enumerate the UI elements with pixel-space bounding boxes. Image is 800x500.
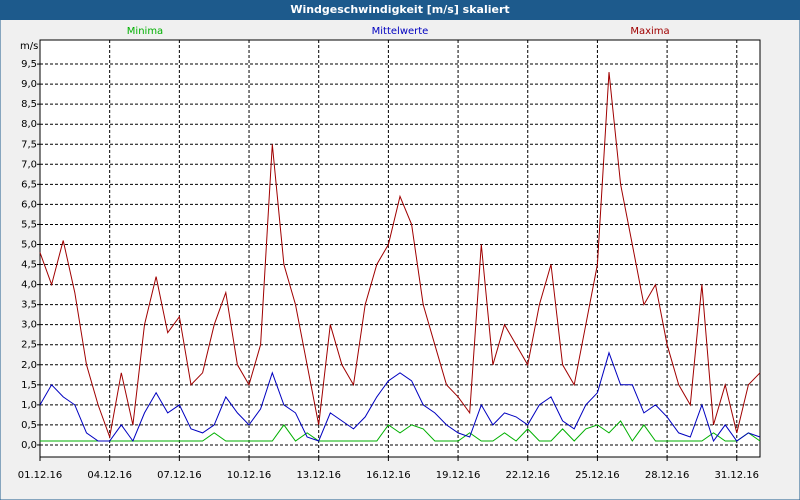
y-tick-label: 4,0 (21, 280, 37, 291)
y-tick-label: 0,0 (21, 440, 37, 451)
x-tick-label: 16.12.16 (366, 470, 411, 481)
y-tick-label: 6,0 (21, 199, 37, 210)
data-line (39, 351, 761, 443)
x-tick-label: 07.12.16 (157, 470, 202, 481)
y-tick-label: 3,0 (21, 320, 37, 331)
y-tick-label: 7,5 (21, 139, 37, 150)
x-tick-label: 22.12.16 (505, 470, 550, 481)
legend-label: Mittelwerte (372, 26, 429, 37)
x-tick-label: 13.12.16 (296, 470, 341, 481)
chart-title: Windgeschwindigkeit [m/s] skaliert (290, 3, 509, 16)
y-tick-label: 8,5 (21, 99, 37, 110)
legend-label: Maxima (630, 26, 669, 37)
x-tick-label: 28.12.16 (645, 470, 690, 481)
y-tick-label: 5,0 (21, 239, 37, 250)
plot-area (39, 39, 761, 458)
x-tick-label: 25.12.16 (575, 470, 620, 481)
x-tick-label: 04.12.16 (87, 470, 132, 481)
y-tick-label: 8,0 (21, 119, 37, 130)
legend-label: Minima (127, 26, 163, 37)
y-tick-label: 1,5 (21, 380, 37, 391)
y-tick-label: 4,5 (21, 260, 37, 271)
y-tick-label: 9,0 (21, 79, 37, 90)
x-tick-label: 10.12.16 (227, 470, 272, 481)
y-tick-label: 3,5 (21, 300, 37, 311)
data-line (40, 420, 761, 442)
x-tick-label: 01.12.16 (18, 470, 63, 481)
y-tick-label: 2,5 (21, 340, 37, 351)
y-axis-label: m/s (20, 41, 38, 52)
title-bar (0, 0, 800, 20)
y-tick-label: 1,0 (21, 400, 37, 411)
y-tick-label: 5,5 (21, 219, 37, 230)
data-line (39, 72, 761, 439)
y-tick-label: 6,5 (21, 179, 37, 190)
y-tick-label: 7,0 (21, 159, 37, 170)
x-tick-label: 31.12.16 (715, 470, 760, 481)
y-tick-label: 2,0 (21, 360, 37, 371)
y-tick-label: 9,5 (21, 59, 37, 70)
x-tick-label: 19.12.16 (436, 470, 481, 481)
y-tick-label: 0,5 (21, 420, 37, 431)
